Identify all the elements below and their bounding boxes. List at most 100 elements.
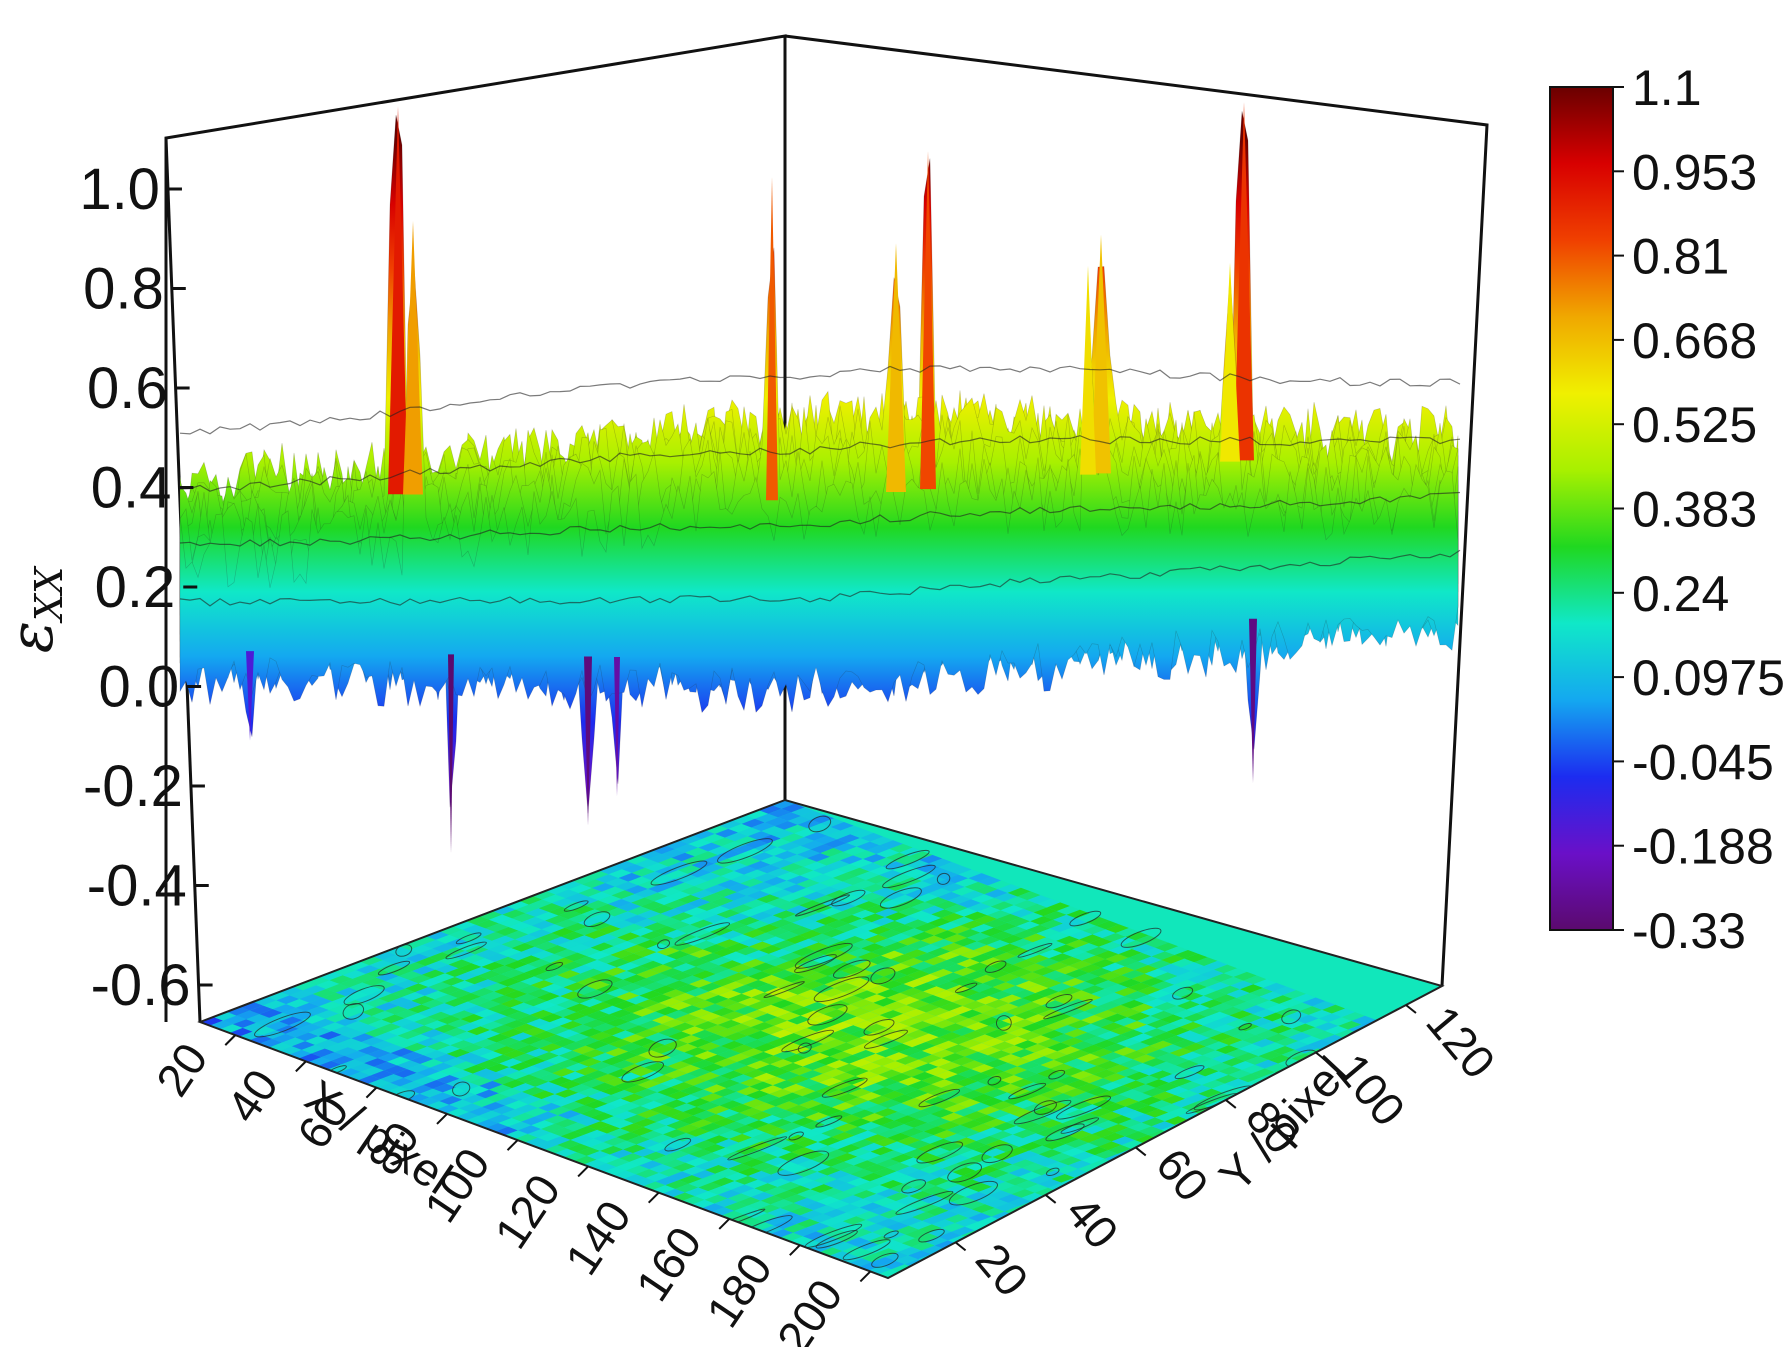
floor-cell [895, 1055, 919, 1065]
floor-cell [600, 975, 624, 985]
floor-cell [833, 1012, 857, 1022]
floor-cell [837, 834, 861, 844]
floor-cell [866, 1214, 890, 1224]
floor-cell [688, 1008, 712, 1018]
floor-cell [453, 1061, 477, 1070]
floor-cell [321, 1052, 345, 1061]
floor-cell [948, 1035, 972, 1045]
floor-cell [734, 1175, 758, 1185]
floor-cell [1102, 933, 1126, 942]
floor-cell [631, 1037, 655, 1047]
floor-cell [1211, 1113, 1235, 1123]
floor-cell [554, 948, 578, 958]
floor-cell [435, 964, 459, 974]
floor-cell [1139, 1066, 1163, 1076]
floor-cell [634, 888, 658, 898]
floor-cell [672, 963, 697, 972]
floor-contour-line [954, 982, 978, 993]
floor-cell [955, 1188, 979, 1197]
floor-cell [964, 911, 988, 921]
floor-cell [423, 1080, 447, 1089]
floor-cell [1056, 935, 1080, 945]
floor-cell [574, 1126, 598, 1135]
floor-cell [427, 1041, 451, 1051]
floor-cell [383, 1065, 407, 1075]
z-tick-label: -0.6 [91, 953, 191, 1018]
floor-cell [721, 1181, 745, 1190]
floor-cell [1338, 1020, 1362, 1030]
floor-cell [442, 1087, 466, 1097]
floor-cell [965, 1191, 989, 1201]
floor-cell [925, 867, 949, 876]
floor-cell [844, 1156, 868, 1166]
floor-cell [931, 909, 955, 919]
floor-cell [1028, 1005, 1052, 1015]
floor-cell [1266, 1003, 1290, 1013]
floor-cell [726, 913, 750, 922]
floor-cell [1100, 1022, 1124, 1032]
floor-cell [609, 1149, 634, 1159]
floor-cell [1211, 1083, 1235, 1093]
floor-cell [707, 876, 731, 885]
floor-cell [693, 940, 717, 950]
floor-cell [1131, 944, 1156, 953]
floor-cell [1164, 946, 1188, 955]
floor-cell [1124, 991, 1148, 1000]
floor-cell [964, 1221, 989, 1231]
floor-cell [861, 1253, 886, 1262]
floor-cell [944, 1074, 968, 1083]
floor-cell [863, 1163, 887, 1173]
floor-cell [482, 932, 506, 941]
floor-cell [638, 850, 662, 860]
floor-cell [787, 1015, 811, 1025]
floor-cell [1044, 1051, 1068, 1060]
floor-cell [926, 1147, 950, 1157]
x-tick-mark [436, 1113, 448, 1125]
floor-cell [837, 1144, 861, 1154]
floor-cell [746, 1090, 770, 1100]
floor-cell [626, 1135, 650, 1145]
floor-cell [917, 944, 941, 953]
floor-cell [598, 865, 622, 875]
floor-cell [1037, 1208, 1061, 1218]
floor-cell [432, 943, 456, 953]
floor-cell [977, 906, 1001, 916]
floor-cell [834, 953, 858, 963]
floor-cell [1060, 1037, 1084, 1047]
floor-cell [744, 839, 768, 849]
floor-cell [736, 916, 760, 926]
floor-cell [512, 1053, 536, 1063]
floor-cell [1085, 1146, 1109, 1156]
floor-cell [1013, 1070, 1038, 1079]
floor-cell [790, 1206, 814, 1216]
floor-cell [1235, 1022, 1260, 1032]
floor-cell [752, 1132, 776, 1142]
floor-cell [585, 1040, 609, 1050]
floor-cell [502, 1079, 526, 1089]
floor-cell [1015, 980, 1039, 990]
floor-cell [838, 1084, 862, 1094]
floor-cell [820, 1158, 845, 1167]
floor-cell [652, 1155, 676, 1165]
floor-cell [972, 974, 997, 984]
floor-cell [423, 1050, 447, 1059]
floor-cell [598, 1035, 623, 1045]
floor-cell [885, 912, 909, 921]
floor-cell [881, 920, 905, 930]
floor-cell [625, 1025, 649, 1035]
floor-cell [510, 1002, 534, 1012]
x-tick-mark [647, 1191, 660, 1204]
floor-cell [1170, 1018, 1194, 1027]
floor-cell [938, 1061, 962, 1071]
floor-cell [305, 1006, 329, 1016]
floor-cell [697, 902, 721, 911]
floor-cell [524, 967, 548, 977]
floor-cell [319, 1001, 343, 1011]
floor-cell [769, 1088, 793, 1098]
floor-cell [1090, 1018, 1114, 1028]
floor-cell [1209, 1003, 1234, 1012]
floor-cell [1235, 1052, 1259, 1062]
floor-cell [873, 997, 897, 1007]
floor-cell [1007, 887, 1031, 897]
floor-cell [608, 899, 632, 908]
